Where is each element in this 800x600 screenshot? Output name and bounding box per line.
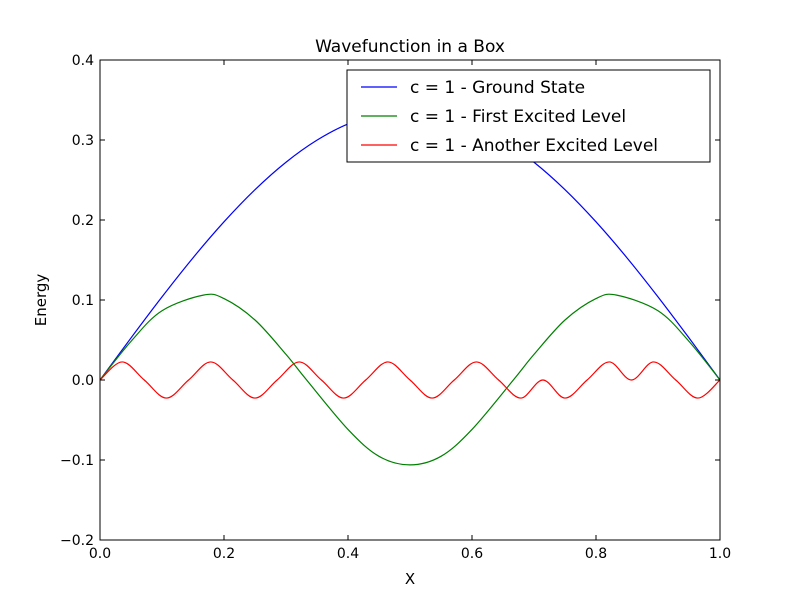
legend-box: [346, 69, 711, 163]
legend-label-1: c = 1 - Ground State: [410, 78, 585, 98]
y-tick-label: −0.1: [60, 453, 94, 469]
legend-label-3: c = 1 - Another Excited Level: [410, 136, 658, 156]
y-tick-label: 0.4: [72, 53, 94, 69]
y-tick-label: 0.3: [72, 133, 94, 149]
series-line-2: [100, 293, 720, 466]
x-tick-label: 0.8: [585, 546, 607, 562]
y-tick-label: −0.2: [60, 533, 94, 549]
x-tick-label: 1.0: [709, 546, 731, 562]
legend-label-2: c = 1 - First Excited Level: [410, 107, 626, 127]
y-axis-label: Energy: [32, 274, 50, 327]
legend: c = 1 - Ground State c = 1 - First Excite…: [346, 69, 711, 163]
x-tick-label: 0.4: [337, 546, 359, 562]
x-axis-label: X: [405, 570, 415, 588]
y-tick-label: 0.0: [72, 373, 94, 389]
x-tick-label: 0.2: [213, 546, 235, 562]
series-line-3: [100, 361, 720, 399]
x-tick-label: 0.6: [461, 546, 483, 562]
x-tick-label: 0.0: [89, 546, 111, 562]
y-tick-label: 0.1: [72, 293, 94, 309]
y-tick-label: 0.2: [72, 213, 94, 229]
chart-title: Wavefunction in a Box: [315, 37, 505, 57]
